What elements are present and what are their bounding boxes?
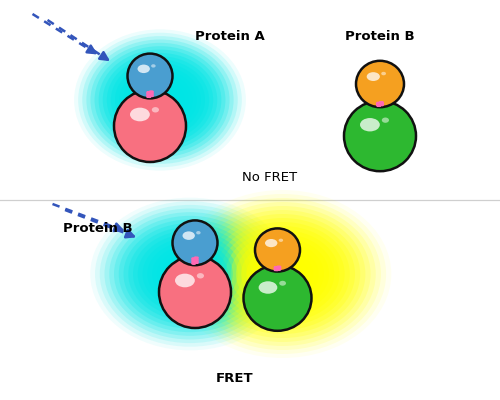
- Ellipse shape: [100, 205, 280, 343]
- Ellipse shape: [147, 241, 233, 307]
- Ellipse shape: [90, 198, 290, 350]
- Ellipse shape: [265, 239, 278, 247]
- Ellipse shape: [184, 198, 381, 350]
- Ellipse shape: [119, 220, 261, 328]
- Text: Protein B: Protein B: [62, 222, 132, 234]
- Ellipse shape: [174, 190, 392, 358]
- Ellipse shape: [267, 262, 298, 286]
- Ellipse shape: [210, 218, 355, 330]
- Text: Protein A: Protein A: [195, 30, 265, 42]
- Ellipse shape: [152, 245, 228, 303]
- Ellipse shape: [74, 29, 246, 171]
- Ellipse shape: [128, 227, 252, 321]
- Ellipse shape: [180, 267, 200, 281]
- Ellipse shape: [90, 43, 230, 157]
- Ellipse shape: [230, 234, 334, 314]
- Ellipse shape: [171, 260, 209, 288]
- Ellipse shape: [104, 208, 276, 340]
- Ellipse shape: [252, 250, 314, 298]
- Ellipse shape: [258, 281, 278, 294]
- Ellipse shape: [78, 33, 242, 167]
- Ellipse shape: [102, 53, 218, 147]
- Ellipse shape: [185, 270, 195, 278]
- Ellipse shape: [194, 206, 370, 342]
- Ellipse shape: [119, 66, 201, 134]
- Ellipse shape: [175, 274, 195, 287]
- Ellipse shape: [241, 242, 324, 306]
- Ellipse shape: [272, 266, 293, 282]
- Text: Protein B: Protein B: [345, 30, 415, 42]
- Ellipse shape: [115, 63, 205, 137]
- Ellipse shape: [95, 201, 285, 347]
- Ellipse shape: [136, 80, 184, 120]
- Ellipse shape: [166, 256, 214, 292]
- Ellipse shape: [196, 231, 200, 234]
- Ellipse shape: [98, 50, 222, 150]
- Ellipse shape: [140, 83, 180, 117]
- Ellipse shape: [114, 90, 186, 162]
- Ellipse shape: [226, 230, 340, 318]
- Text: FRET: FRET: [216, 372, 254, 384]
- Ellipse shape: [109, 212, 271, 336]
- Ellipse shape: [152, 107, 159, 112]
- Ellipse shape: [144, 86, 176, 114]
- Ellipse shape: [179, 194, 386, 354]
- Ellipse shape: [130, 108, 150, 121]
- Ellipse shape: [382, 118, 389, 123]
- Ellipse shape: [220, 226, 344, 322]
- Ellipse shape: [142, 238, 238, 310]
- Ellipse shape: [128, 54, 172, 98]
- Ellipse shape: [123, 70, 197, 130]
- Ellipse shape: [197, 273, 204, 278]
- Ellipse shape: [156, 97, 164, 103]
- Ellipse shape: [182, 231, 195, 240]
- Ellipse shape: [159, 256, 231, 328]
- Ellipse shape: [278, 270, 287, 278]
- Text: No FRET: No FRET: [242, 172, 298, 184]
- Ellipse shape: [138, 64, 150, 73]
- Ellipse shape: [176, 263, 204, 285]
- Ellipse shape: [279, 281, 286, 286]
- Ellipse shape: [200, 210, 366, 338]
- Ellipse shape: [86, 40, 234, 160]
- Ellipse shape: [94, 46, 226, 154]
- Ellipse shape: [366, 72, 380, 81]
- Ellipse shape: [82, 36, 237, 164]
- Ellipse shape: [157, 248, 223, 300]
- Ellipse shape: [124, 223, 256, 325]
- Ellipse shape: [360, 118, 380, 132]
- Ellipse shape: [205, 214, 360, 334]
- Ellipse shape: [133, 230, 247, 318]
- Ellipse shape: [152, 93, 168, 107]
- Ellipse shape: [215, 222, 350, 326]
- Ellipse shape: [162, 252, 218, 296]
- Ellipse shape: [246, 246, 319, 302]
- Ellipse shape: [148, 90, 172, 110]
- Ellipse shape: [262, 258, 303, 290]
- Ellipse shape: [344, 101, 416, 171]
- Ellipse shape: [381, 72, 386, 75]
- Ellipse shape: [132, 76, 188, 124]
- Ellipse shape: [151, 64, 156, 68]
- Ellipse shape: [107, 56, 213, 144]
- Ellipse shape: [111, 60, 209, 140]
- Ellipse shape: [356, 61, 404, 107]
- Ellipse shape: [114, 216, 266, 332]
- Ellipse shape: [138, 234, 242, 314]
- Ellipse shape: [256, 254, 308, 294]
- Ellipse shape: [172, 220, 218, 265]
- Ellipse shape: [189, 202, 376, 346]
- Ellipse shape: [255, 228, 300, 272]
- Ellipse shape: [244, 265, 312, 331]
- Ellipse shape: [278, 239, 283, 242]
- Ellipse shape: [128, 73, 192, 127]
- Ellipse shape: [236, 238, 329, 310]
